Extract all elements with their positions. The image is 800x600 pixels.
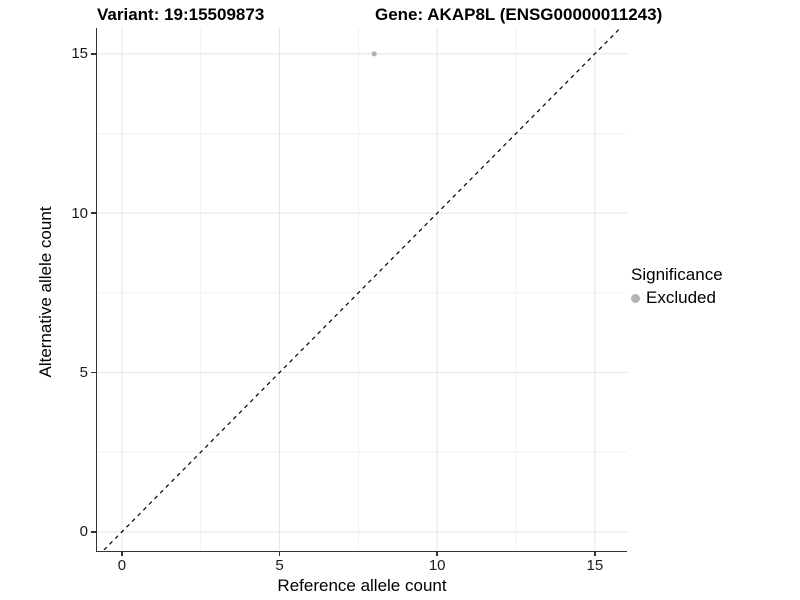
x-tick-label: 10: [428, 557, 446, 574]
y-tick-mark: [91, 212, 96, 214]
plot-title-gene: Gene: AKAP8L (ENSG00000011243): [375, 5, 663, 24]
x-tick-mark: [278, 551, 281, 556]
y-tick-label: 15: [71, 45, 88, 63]
data-point: [371, 51, 377, 57]
identity-reference-line: [103, 28, 621, 550]
legend: Significance Excluded: [631, 265, 723, 308]
x-axis-title: Reference allele count: [277, 576, 447, 595]
y-axis-title: Alternative allele count: [36, 206, 55, 378]
x-tick-mark: [121, 551, 123, 556]
legend-item-label: Excluded: [646, 288, 716, 307]
y-tick-mark: [91, 53, 96, 55]
x-tick-label: 0: [117, 557, 127, 574]
x-tick-mark: [594, 551, 596, 556]
legend-item-excluded: Excluded: [631, 288, 723, 308]
plot-title-variant: Variant: 19:15509873: [97, 5, 265, 24]
y-tick-mark: [91, 531, 96, 533]
y-tick-mark: [91, 371, 96, 374]
legend-title: Significance: [631, 265, 723, 284]
plot-panel: [95, 28, 627, 552]
x-tick-label: 5: [275, 557, 284, 574]
y-tick-label: 10: [71, 204, 88, 222]
y-tick-label: 0: [79, 523, 88, 541]
x-tick-label: 15: [586, 557, 604, 574]
legend-point-icon: [631, 293, 640, 303]
plot-canvas: [96, 28, 627, 550]
x-tick-mark: [436, 551, 438, 556]
y-tick-label: 5: [79, 363, 88, 381]
